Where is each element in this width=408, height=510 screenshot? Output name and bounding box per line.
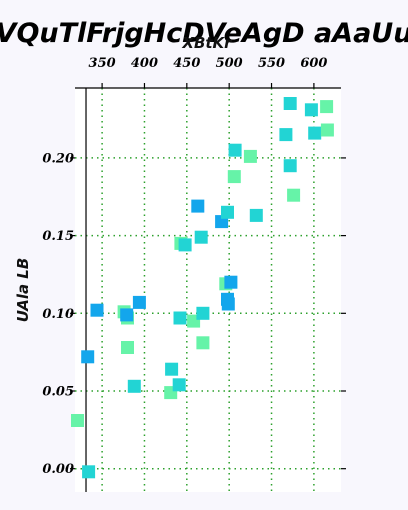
data-point — [279, 128, 293, 142]
data-point — [81, 350, 95, 364]
x-tick-label: 500 — [216, 56, 243, 71]
x-axis-label: XBtKr — [181, 34, 233, 52]
data-point — [165, 362, 179, 376]
y-tick-label: 0.05 — [42, 385, 74, 400]
data-point — [221, 297, 235, 311]
data-point — [172, 378, 186, 392]
data-point — [283, 97, 297, 110]
data-point — [283, 159, 297, 173]
data-point — [308, 126, 322, 140]
data-point — [304, 103, 318, 117]
y-axis-label: UAla LB — [14, 258, 32, 323]
data-point — [320, 123, 334, 137]
data-point — [243, 149, 257, 163]
data-point — [287, 188, 301, 202]
data-point — [224, 275, 238, 289]
x-tick-label: 400 — [131, 56, 158, 71]
data-point — [82, 465, 96, 479]
data-point — [71, 414, 84, 427]
y-tick-label: 0.10 — [42, 307, 74, 322]
data-point — [196, 306, 210, 320]
data-point — [178, 238, 192, 252]
plot-area — [75, 88, 341, 492]
axis-layer — [75, 87, 341, 492]
data-point — [121, 341, 134, 354]
y-tick-label: 0.20 — [42, 151, 74, 166]
x-tick-label: 550 — [258, 56, 285, 71]
data-point — [132, 295, 146, 309]
data-point — [221, 205, 234, 219]
data-point — [228, 143, 242, 157]
data-point — [194, 230, 208, 244]
tick-layer: 350 400 450 500 550 600 0.00 0.05 0.10 0.15 0.20 — [42, 56, 346, 477]
x-tick-label: 600 — [300, 56, 327, 71]
y-tick-label: 0.15 — [42, 229, 74, 244]
x-tick-label: 350 — [89, 56, 116, 71]
x-tick-label: 450 — [173, 56, 200, 71]
data-point — [196, 336, 210, 350]
data-point — [320, 100, 334, 114]
data-point — [120, 308, 134, 322]
data-point — [249, 208, 263, 222]
chart-title: VQuTlFrjgHcDVeAgD aAaUu — [0, 18, 408, 49]
data-point — [173, 311, 187, 325]
y-tick-label: 0.00 — [42, 462, 74, 477]
point-layer — [71, 97, 334, 479]
data-point — [191, 199, 205, 213]
data-point — [90, 303, 104, 317]
data-point — [127, 379, 141, 393]
data-point — [227, 170, 241, 184]
